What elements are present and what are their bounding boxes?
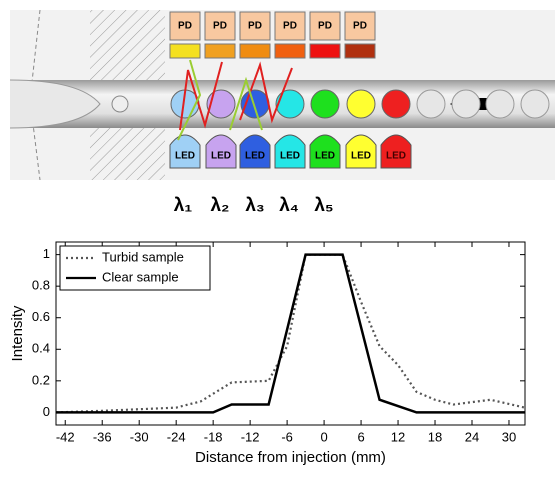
x-tick-label: -30 [130, 429, 149, 444]
wavelength-label: λ₅ [314, 195, 333, 216]
cut-line [29, 9, 41, 181]
x-tick-label: 30 [502, 429, 516, 444]
sample-spot [310, 89, 340, 119]
led [169, 134, 201, 169]
photodiode [344, 11, 376, 41]
sample-spot [275, 89, 305, 119]
light-path [229, 76, 263, 131]
y-tick-label: 0.8 [32, 278, 50, 293]
led-label: LED [351, 151, 371, 162]
filter [239, 43, 271, 59]
sample-spot [451, 89, 481, 119]
pd-label: PD [283, 21, 297, 32]
x-tick-label: -12 [241, 429, 260, 444]
pd-label: PD [213, 21, 227, 32]
photodiode [309, 11, 341, 41]
led [380, 134, 412, 169]
led-label: LED [280, 151, 300, 162]
sample-spot [381, 89, 411, 119]
y-tick-label: 0.4 [32, 341, 50, 356]
sample-spot [416, 89, 446, 119]
led-label: LED [175, 151, 195, 162]
y-tick-label: 0.6 [32, 309, 50, 324]
legend-label: Turbid sample [102, 249, 184, 264]
led [205, 134, 237, 169]
x-tick-label: 24 [465, 429, 479, 444]
x-axis-label: Distance from injection (mm) [195, 449, 386, 466]
filter [344, 43, 376, 59]
x-tick-label: -42 [56, 429, 75, 444]
legend-label: Clear sample [102, 269, 179, 284]
y-axis-label: Intensity [9, 305, 26, 361]
x-tick-label: -6 [281, 429, 293, 444]
led-label: LED [211, 151, 231, 162]
light-path [177, 59, 202, 141]
pd-label: PD [248, 21, 262, 32]
led [309, 134, 341, 169]
wavelength-label: λ₃ [245, 195, 264, 216]
sample-spot [485, 89, 515, 119]
device-diagram: LED LED LED LED LED LED LED PD PD PD PD PD PD λ₁ λ₂ λ₃ λ… [9, 9, 555, 216]
pd-label: PD [353, 21, 367, 32]
led [274, 134, 306, 169]
led [239, 134, 271, 169]
led [345, 134, 377, 169]
x-tick-label: 6 [357, 429, 364, 444]
filter [169, 43, 201, 59]
x-tick-label: -36 [93, 429, 112, 444]
x-tick-label: -18 [204, 429, 223, 444]
photodiode [274, 11, 306, 41]
x-tick-label: 18 [428, 429, 442, 444]
channel-end [9, 79, 101, 129]
series-line [56, 253, 525, 414]
wavelength-label: λ₄ [279, 195, 299, 216]
filter [274, 43, 306, 59]
wavelength-label: λ₂ [210, 195, 229, 216]
pd-label: PD [318, 21, 332, 32]
light-path [179, 61, 223, 131]
filter [204, 43, 236, 59]
led-label: LED [386, 151, 406, 162]
wavelength-label: λ₁ [174, 195, 193, 216]
x-tick-label: -24 [167, 429, 186, 444]
y-tick-label: 1 [43, 246, 50, 261]
port [111, 95, 129, 113]
y-tick-label: 0 [43, 404, 50, 419]
sample-spot [206, 89, 236, 119]
filter [309, 43, 341, 59]
photodiode [239, 11, 271, 41]
sample-spot [346, 89, 376, 119]
led-label: LED [245, 151, 265, 162]
sample-spot [520, 89, 550, 119]
photodiode [204, 11, 236, 41]
pd-label: PD [178, 21, 192, 32]
x-tick-label: 0 [320, 429, 327, 444]
x-tick-label: 12 [391, 429, 405, 444]
y-tick-label: 0.2 [32, 372, 50, 387]
legend-box [59, 245, 211, 291]
led-label: LED [315, 151, 335, 162]
chart: -42 -36 -30 -24 -18 -12 -6 0 6 12 18 24 30 0 0.2 0.4 0.6… [9, 241, 526, 466]
photodiode [169, 11, 201, 41]
